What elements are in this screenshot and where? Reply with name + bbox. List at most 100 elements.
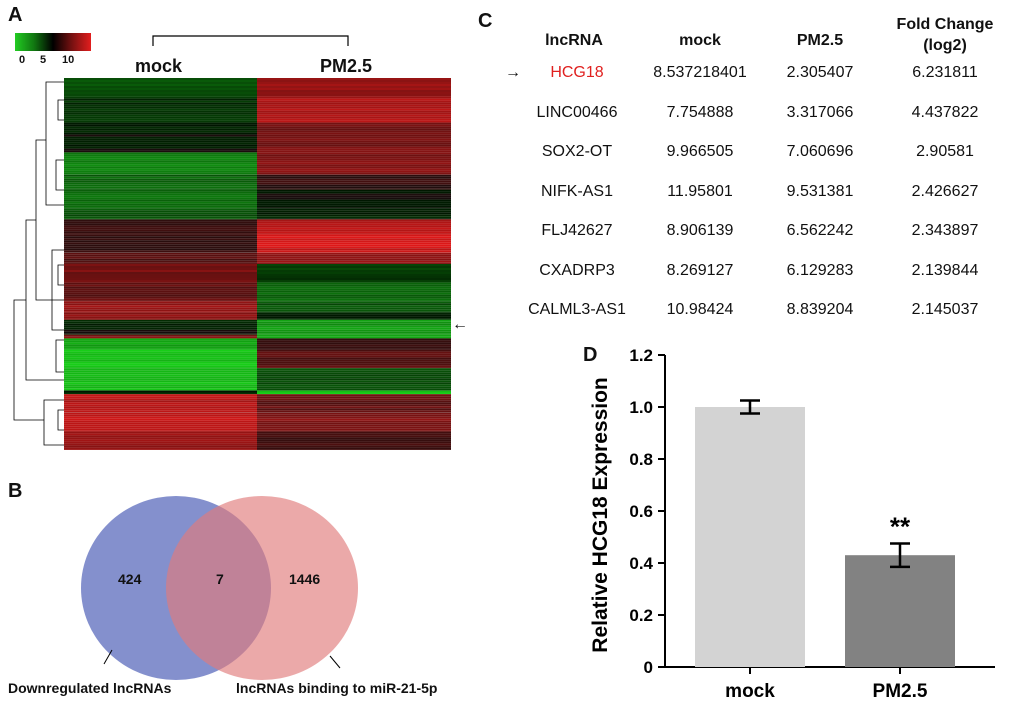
heatmap-cell — [64, 110, 257, 113]
heatmap-cell — [257, 178, 451, 181]
heatmap-cell — [257, 301, 451, 304]
heatmap-cell — [64, 382, 257, 385]
y-tick-label: 0.8 — [629, 450, 653, 469]
heatmap-cell — [257, 138, 451, 141]
heatmap-cell — [64, 314, 257, 317]
heatmap-cell — [257, 426, 451, 429]
heatmap-cell — [257, 334, 451, 337]
heatmap-cell — [257, 325, 451, 328]
heatmap-cell — [64, 424, 257, 427]
heatmap-cell — [257, 146, 451, 149]
heatmap-cell — [64, 148, 257, 151]
heatmap-cell — [64, 166, 257, 169]
heatmap-cell — [64, 156, 257, 159]
heatmap-cell — [64, 152, 257, 155]
heatmap-cell — [257, 353, 451, 356]
heatmap-cell — [257, 122, 451, 125]
table-cell-fc: 2.139844 — [911, 261, 979, 279]
heatmap-cell — [257, 92, 451, 94]
y-tick-label: 1.2 — [629, 346, 653, 365]
heatmap-cell — [64, 140, 257, 143]
heatmap-cell — [64, 288, 257, 291]
heatmap-cell — [257, 142, 451, 145]
heatmap-cell — [257, 195, 451, 198]
heatmap-cell — [257, 384, 451, 387]
heatmap-cell — [257, 229, 451, 232]
table-cell-mock: 9.966505 — [666, 143, 734, 160]
heatmap-cell — [257, 262, 451, 264]
heatmap-cell — [257, 208, 451, 211]
venn-right-label: lncRNAs binding to miR-21-5p — [236, 680, 438, 696]
heatmap-cell — [257, 242, 451, 245]
heatmap-cell — [64, 210, 257, 213]
heatmap-cell — [257, 336, 451, 339]
table-header-lncrna: lncRNA — [545, 32, 603, 49]
heatmap-cell — [257, 82, 451, 84]
heatmap-cell — [257, 410, 451, 413]
heatmap-cell — [257, 312, 451, 315]
heatmap-cell — [257, 412, 451, 413]
heatmap-cell — [257, 418, 451, 421]
heatmap-cell — [64, 158, 257, 161]
heatmap-cell — [64, 174, 257, 177]
heatmap-cell — [257, 344, 451, 347]
heatmap-cell — [257, 154, 451, 157]
heatmap-cell — [64, 195, 257, 198]
heatmap-cell — [64, 286, 257, 289]
heatmap-cell — [64, 118, 257, 121]
heatmap-cell — [64, 225, 257, 228]
heatmap-cell — [64, 298, 257, 301]
heatmap-cell — [64, 260, 257, 263]
heatmap-cell — [257, 370, 451, 373]
heatmap-cell — [257, 274, 451, 276]
heatmap-cell — [257, 96, 451, 97]
heatmap-cell — [257, 449, 451, 450]
heatmap-cell — [257, 78, 451, 80]
heatmap-cell — [64, 445, 257, 448]
heatmap-cell — [64, 205, 257, 208]
heatmap-cell — [257, 108, 451, 111]
heatmap-cell — [257, 252, 451, 255]
column-dendrogram — [152, 35, 349, 46]
heatmap-cell — [257, 197, 451, 200]
heatmap-cell — [64, 189, 257, 192]
significance-label: ** — [890, 512, 911, 542]
heatmap-cell — [64, 398, 257, 401]
heatmap-cell — [64, 218, 257, 220]
heatmap-cell — [257, 250, 451, 253]
heatmap-cell — [257, 365, 451, 368]
heatmap-cell — [257, 412, 451, 415]
heatmap-cell — [64, 112, 257, 115]
table-header-fold-change: Fold Change (log2) — [896, 16, 994, 54]
heatmap-cell — [257, 246, 451, 249]
heatmap-cell — [257, 363, 451, 366]
heatmap-cell — [257, 96, 451, 99]
heatmap-cell — [64, 146, 257, 149]
heatmap-cell — [64, 449, 257, 450]
heatmap-cell — [257, 437, 451, 440]
heatmap-cell — [64, 102, 257, 105]
heatmap-cell — [64, 338, 257, 341]
heatmap-cell — [257, 270, 451, 272]
heatmap-cell — [64, 351, 257, 354]
heatmap-cell — [257, 386, 451, 389]
heatmap-cell — [257, 106, 451, 109]
heatmap-cell — [257, 311, 451, 313]
heatmap-cell — [64, 274, 257, 276]
heatmap-cell — [257, 272, 451, 274]
heatmap-col-label-mock: mock — [135, 56, 183, 76]
table-cell-name: HCG18 — [550, 64, 604, 81]
heatmap-cell — [64, 246, 257, 249]
heatmap-cell — [257, 120, 451, 123]
heatmap-cell — [64, 208, 257, 211]
heatmap-cell — [257, 428, 451, 431]
bar-pm25 — [845, 555, 955, 667]
heatmap-cell — [257, 394, 451, 397]
row-dendrogram — [13, 81, 64, 446]
heatmap-cell — [257, 193, 451, 196]
heatmap-cell — [64, 106, 257, 109]
heatmap-cell — [64, 128, 257, 131]
heatmap-cell — [64, 197, 257, 200]
venn-right-count: 1446 — [289, 571, 321, 587]
venn-circle-right — [166, 496, 358, 680]
